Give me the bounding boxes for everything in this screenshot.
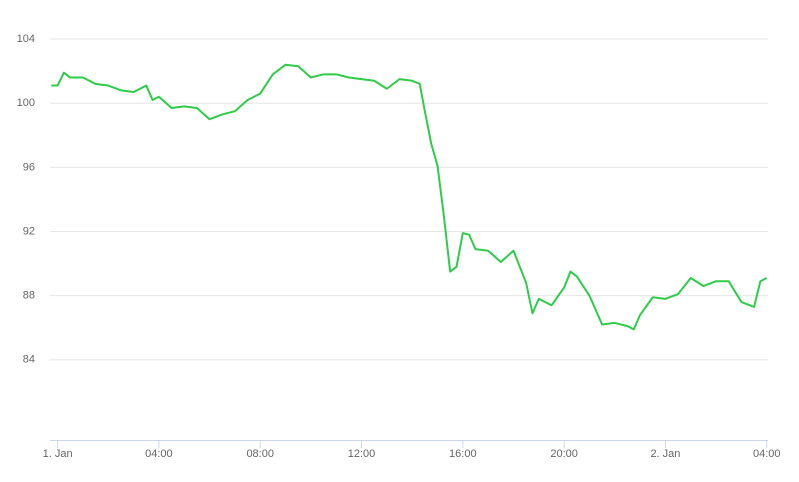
x-tick-label: 12:00 bbox=[348, 448, 376, 460]
y-tick-label: 84 bbox=[23, 354, 35, 366]
x-tick-label: 04:00 bbox=[753, 448, 781, 460]
x-tick-label: 2. Jan bbox=[650, 448, 680, 460]
line-series bbox=[51, 63, 768, 331]
x-tick-label: 1. Jan bbox=[43, 448, 73, 460]
x-tick-label: 16:00 bbox=[449, 448, 477, 460]
y-tick-label: 104 bbox=[17, 33, 35, 45]
x-tick-label: 08:00 bbox=[246, 448, 274, 460]
y-tick-label: 92 bbox=[23, 225, 35, 237]
x-tick-label: 04:00 bbox=[145, 448, 173, 460]
y-tick-label: 88 bbox=[23, 290, 35, 302]
y-tick-label: 96 bbox=[23, 161, 35, 173]
x-tick-label: 20:00 bbox=[550, 448, 578, 460]
y-tick-label: 100 bbox=[17, 97, 35, 109]
